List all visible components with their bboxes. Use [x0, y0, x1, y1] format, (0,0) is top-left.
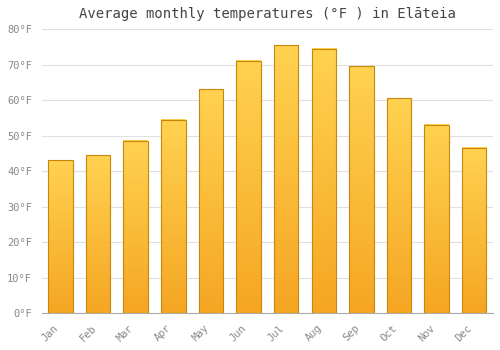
- Bar: [86, 155, 110, 313]
- Bar: [124, 141, 148, 313]
- Bar: [161, 120, 186, 313]
- Bar: [274, 45, 298, 313]
- Bar: [198, 89, 223, 313]
- Bar: [387, 98, 411, 313]
- Bar: [462, 148, 486, 313]
- Bar: [424, 125, 449, 313]
- Bar: [48, 160, 72, 313]
- Bar: [312, 49, 336, 313]
- Bar: [349, 66, 374, 313]
- Bar: [236, 61, 261, 313]
- Title: Average monthly temperatures (°F ) in Elāteia: Average monthly temperatures (°F ) in El…: [79, 7, 456, 21]
